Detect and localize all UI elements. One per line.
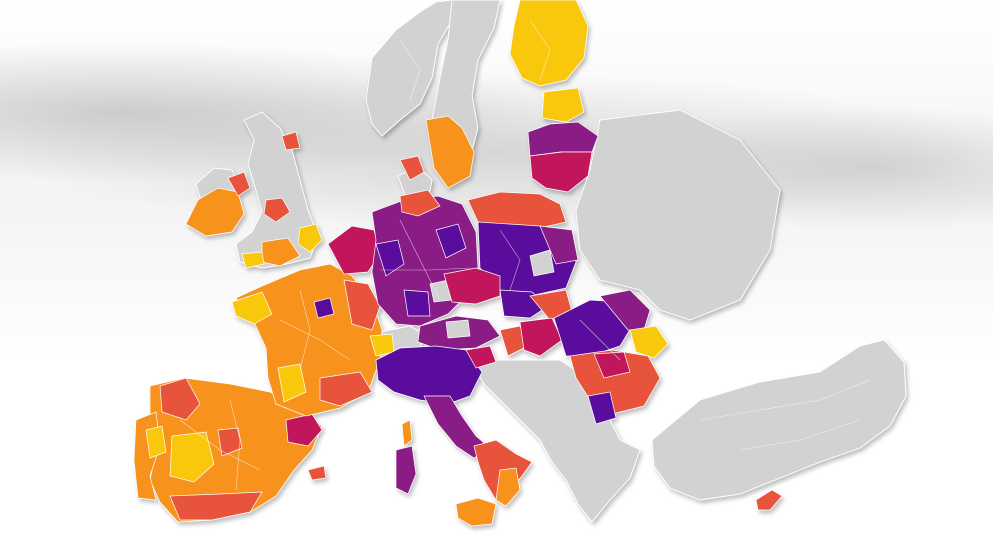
- spain-central-region: [169, 431, 215, 483]
- romania-north-region: [599, 289, 651, 331]
- poland-grey-patch: [529, 249, 555, 277]
- hungary-region: [519, 317, 563, 357]
- portugal-centre-region: [145, 425, 167, 459]
- uk-wales-patch: [263, 197, 291, 223]
- russia-belarus-ukraine-region: [575, 109, 781, 321]
- balearic-region: [307, 465, 327, 481]
- lithuania-region: [529, 151, 593, 193]
- denmark-island-region: [399, 155, 425, 181]
- france-south-region: [319, 371, 373, 407]
- estonia-region: [541, 87, 585, 123]
- finland-region: [509, 0, 589, 87]
- cyprus-region: [755, 489, 783, 511]
- latvia-region: [527, 121, 599, 157]
- spain-north-region: [159, 377, 201, 421]
- brittany-region: [231, 291, 273, 325]
- corsica-region: [401, 419, 413, 447]
- germany-east-hotspot: [435, 223, 467, 259]
- moldova-edge-region: [629, 325, 669, 359]
- uk-england-east-patch: [297, 223, 323, 253]
- italy-north-region: [375, 345, 483, 405]
- sicily-region: [455, 497, 497, 527]
- czechia-region: [443, 267, 501, 305]
- france-southwest-region: [277, 363, 307, 403]
- france-center-hotspot: [313, 297, 335, 319]
- norway-region: [365, 0, 453, 137]
- ireland-east-region: [227, 171, 251, 197]
- uk-scotland-patch: [281, 131, 301, 151]
- germany-west-hotspot: [375, 239, 405, 277]
- italy-calabria-region: [495, 467, 521, 507]
- sardinia-region: [395, 445, 417, 495]
- south-sweden-region: [425, 115, 475, 189]
- turkey-region: [651, 339, 907, 501]
- catalonia-region: [285, 413, 323, 447]
- france-east-region: [343, 279, 381, 331]
- spain-madrid-region: [217, 427, 243, 457]
- austria-grey-patch: [445, 319, 471, 339]
- germany-north-region: [399, 189, 441, 217]
- uk-cornwall-patch: [241, 251, 265, 269]
- bulgaria-west-hotspot: [587, 391, 617, 425]
- romania-center-region: [593, 351, 631, 379]
- spain-south-region: [169, 491, 263, 521]
- germany-south-hotspot: [403, 289, 431, 317]
- region-borders: [179, 19, 871, 491]
- ireland-region: [185, 187, 245, 237]
- poland-east-region: [539, 225, 579, 265]
- slovenia-region: [465, 345, 497, 369]
